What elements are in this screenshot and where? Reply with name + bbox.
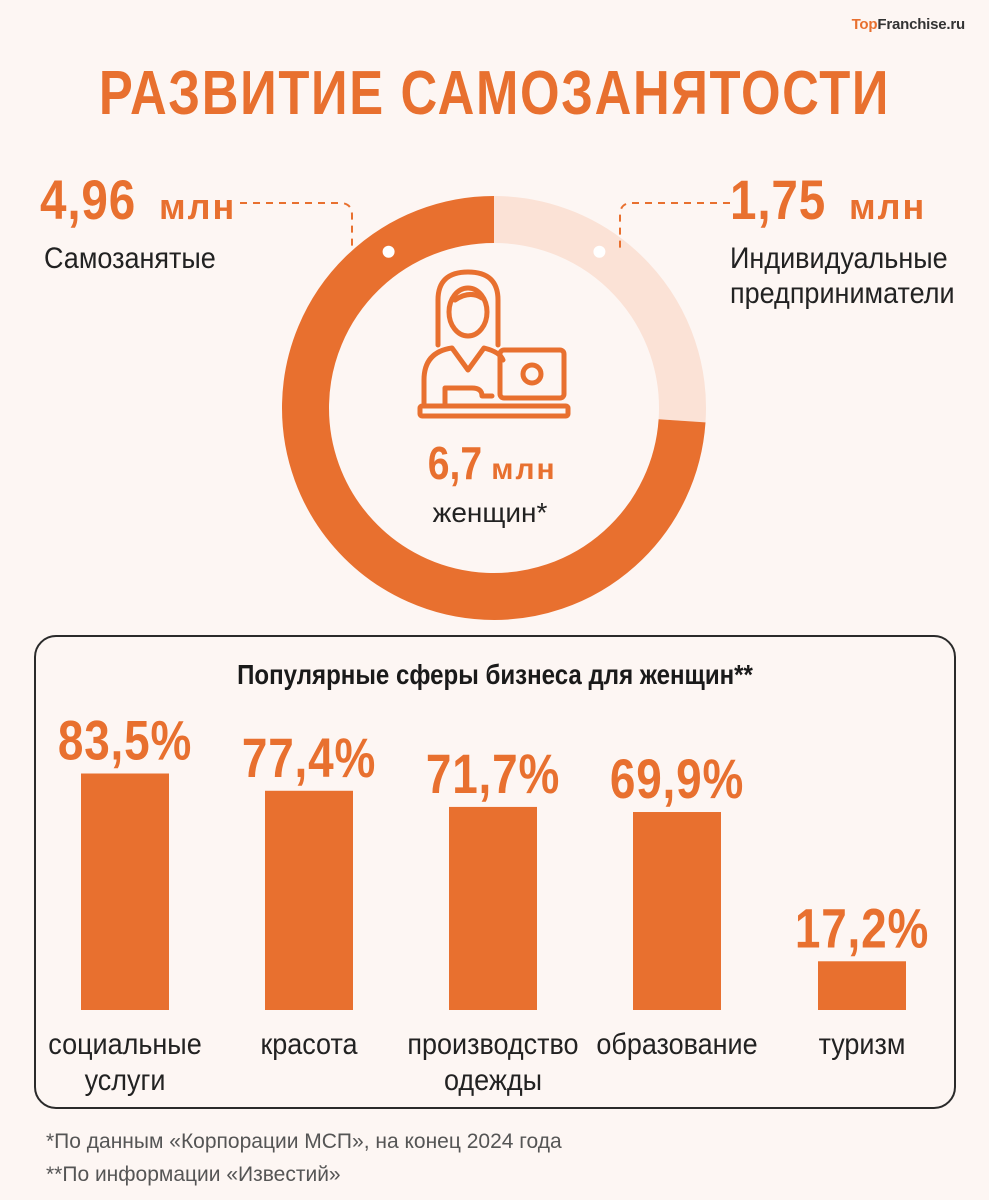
total-women-value: 6,7 <box>428 437 483 489</box>
total-women-stat: 6,7 млн женщин* <box>400 440 580 529</box>
entrepreneurs-value: 1,75 <box>730 168 827 231</box>
footnote-1: *По данным «Корпорации МСП», на конец 20… <box>46 1130 562 1153</box>
footnotes: *По данным «Корпорации МСП», на конец 20… <box>46 1126 562 1191</box>
self-employed-unit: млн <box>159 186 237 227</box>
brand-logo: TopFranchise.ru <box>851 16 966 33</box>
hair-shape <box>435 269 501 348</box>
business-spheres-panel: Популярные сферы бизнеса для женщин** <box>34 635 956 1109</box>
self-employed-label: Самозанятые <box>44 242 216 275</box>
bar-chart-title: Популярные сферы бизнеса для женщин** <box>237 659 753 690</box>
laptop-screen-shape <box>497 347 567 401</box>
face-shape <box>446 285 490 339</box>
brand-part2: Franchise.ru <box>877 16 965 33</box>
total-women-label: женщин* <box>432 497 548 528</box>
fringe-shape <box>452 292 485 303</box>
leader-line-entrepreneurs <box>619 202 730 252</box>
desk-shape <box>417 403 571 419</box>
laptop-logo-shape <box>520 362 544 386</box>
entrepreneurs-unit: млн <box>849 186 927 227</box>
footnote-2: **По информации «Известий» <box>46 1162 341 1186</box>
donut-chart <box>240 196 730 620</box>
entrepreneurs-label: Индивидуальные предприниматели <box>730 242 955 311</box>
self-employed-value: 4,96 <box>40 168 137 231</box>
self-employed-stat: 4,96 млн Самозанятые <box>40 172 236 277</box>
donut-slice-self-employed <box>282 196 706 620</box>
brand-part1: Top <box>851 16 878 33</box>
leader-line-self-employed <box>240 202 353 252</box>
marker-self-employed <box>382 245 395 258</box>
arm-shape <box>442 385 495 407</box>
entrepreneurs-label-line1: Индивидуальные <box>730 242 948 275</box>
donut-slice-entrepreneurs <box>493 196 706 423</box>
woman-with-laptop-icon <box>417 269 571 419</box>
entrepreneurs-stat: 1,75 млн Индивидуальные предприниматели <box>730 172 979 311</box>
entrepreneurs-label-line2: предприниматели <box>730 276 955 310</box>
page-title: РАЗВИТИЕ САМОЗАНЯТОСТИ <box>98 59 891 128</box>
total-women-unit: млн <box>491 453 557 486</box>
marker-entrepreneurs <box>593 245 606 258</box>
